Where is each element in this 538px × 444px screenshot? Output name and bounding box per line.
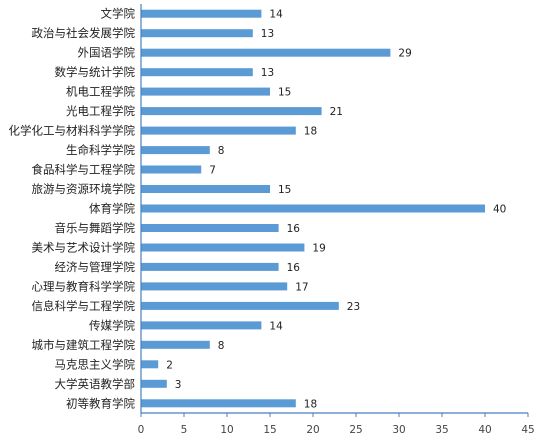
category-label: 食品科学与工程学院 [32,163,136,177]
bar [141,9,262,18]
category-label: 旅游与资源环境学院 [32,182,136,196]
bar [141,301,339,310]
x-tick-label: 30 [392,424,405,436]
bar [141,262,279,271]
data-label: 14 [269,320,283,332]
bar [141,360,159,369]
bar [141,87,270,96]
category-label: 数学与统计学院 [55,65,136,79]
bar [141,146,210,155]
data-label: 7 [209,165,216,177]
bar [141,107,322,116]
bar [141,321,262,330]
bar [141,204,485,213]
x-tick-label: 15 [263,424,276,436]
bar [141,165,202,174]
data-label: 16 [287,223,301,235]
category-label: 光电工程学院 [66,104,135,118]
data-label: 15 [278,184,291,196]
category-label: 政治与社会发展学院 [32,26,136,40]
data-label: 2 [166,359,173,371]
category-label: 信息科学与工程学院 [32,299,136,313]
category-label: 心理与教育科学学院 [32,279,136,293]
category-label: 经济与管理学院 [55,260,136,274]
data-label: 13 [261,67,274,79]
x-tick-label: 45 [521,424,534,436]
data-label: 21 [330,106,343,118]
x-tick-label: 20 [306,424,319,436]
data-label: 3 [175,379,182,391]
x-tick-label: 0 [138,424,145,436]
x-tick-label: 10 [220,424,233,436]
category-label: 外国语学院 [78,46,136,60]
category-label: 音乐与舞蹈学院 [55,221,136,235]
category-label: 体育学院 [89,202,135,216]
data-label: 29 [398,48,411,60]
category-label: 大学英语教学部 [55,377,136,391]
data-label: 13 [261,28,274,40]
x-tick-label: 35 [435,424,448,436]
category-label: 初等教育学院 [66,396,135,410]
bar [141,379,167,388]
bar [141,126,296,135]
data-label: 8 [218,145,225,157]
data-label: 23 [347,301,360,313]
category-label: 文学院 [101,7,136,21]
data-label: 15 [278,87,291,99]
category-label: 机电工程学院 [66,85,135,99]
data-label: 17 [295,281,308,293]
bar [141,399,296,408]
x-tick-label: 40 [478,424,491,436]
data-label: 8 [218,340,225,352]
category-label: 生命科学学院 [66,143,135,157]
category-label: 马克思主义学院 [55,357,136,371]
category-label: 化学化工与材料科学学院 [9,124,136,138]
bar [141,29,253,38]
bar [141,340,210,349]
bar [141,243,305,252]
data-label: 19 [312,243,325,255]
data-label: 40 [493,204,506,216]
bar [141,48,391,57]
category-label: 城市与建筑工程学院 [32,338,136,352]
x-tick-label: 25 [349,424,362,436]
data-label: 18 [304,398,317,410]
category-label: 美术与艺术设计学院 [32,241,136,255]
data-label: 18 [304,126,317,138]
bar [141,68,253,77]
category-label: 传媒学院 [89,318,135,332]
data-label: 14 [269,9,283,21]
x-tick-label: 5 [181,424,188,436]
bar [141,282,288,291]
data-label: 16 [287,262,301,274]
bar [141,224,279,232]
bar [141,185,270,193]
